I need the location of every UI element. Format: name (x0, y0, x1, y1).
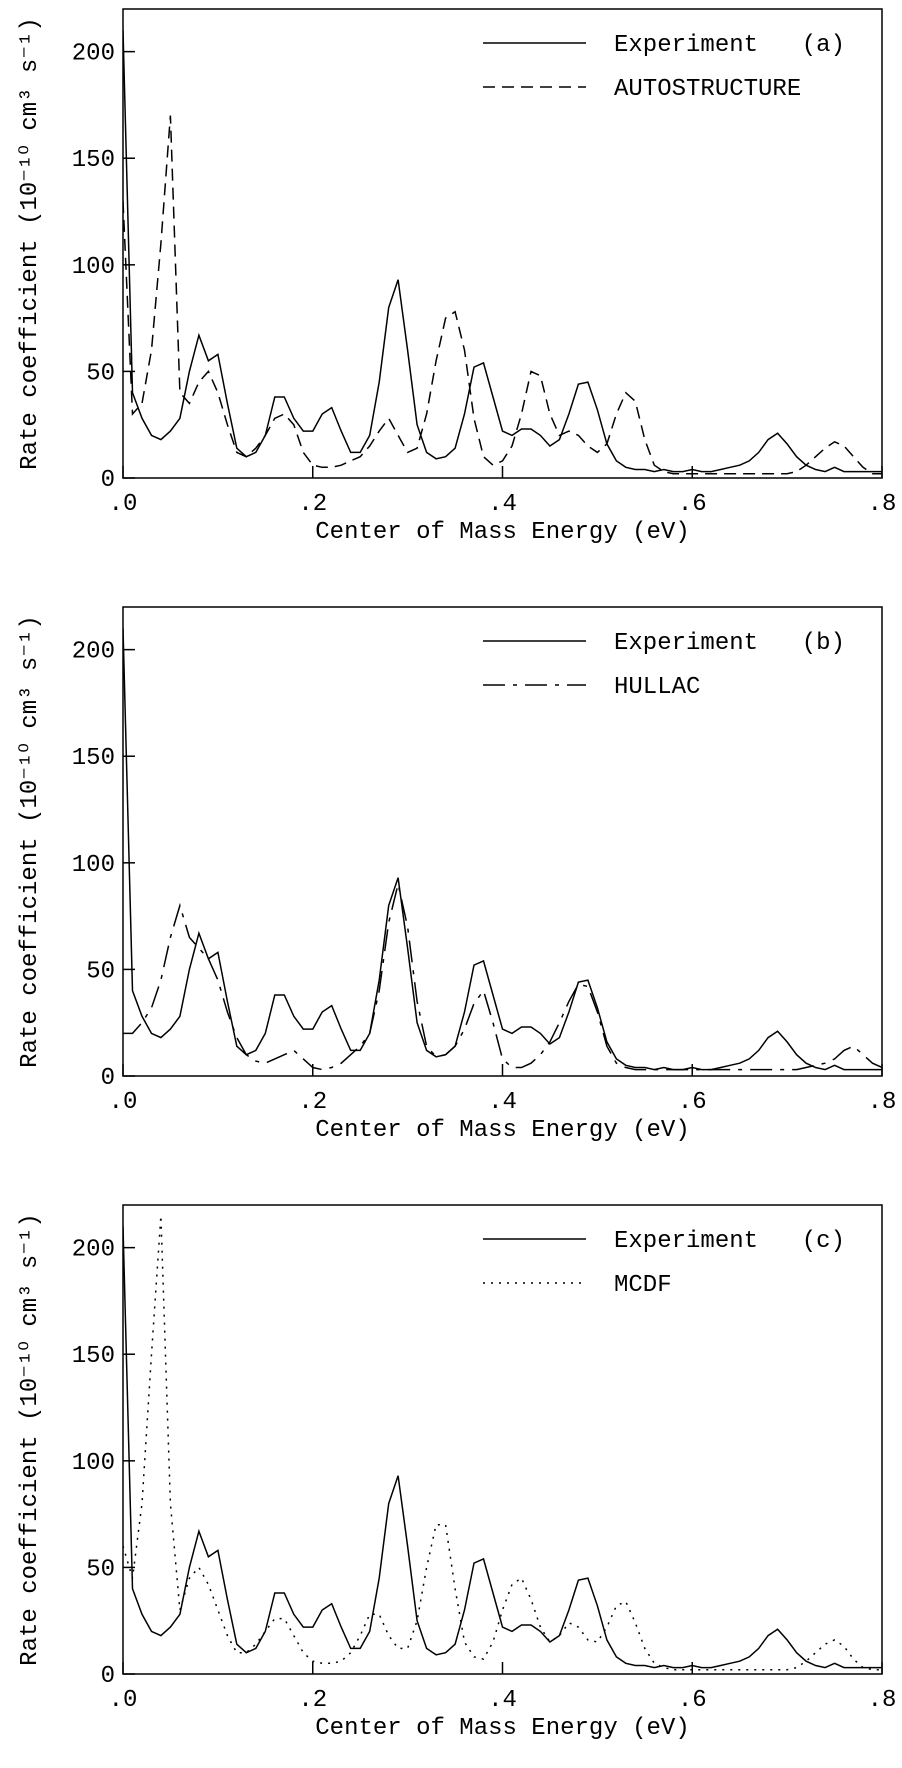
x-tick-label: .2 (298, 491, 327, 518)
y-tick-label: 0 (101, 1065, 115, 1092)
y-tick-label: 100 (72, 852, 115, 879)
series-line (123, 883, 882, 1071)
legend-label: HULLAC (614, 674, 700, 701)
legend-label: MCDF (614, 1272, 672, 1299)
plot-frame (122, 1204, 883, 1675)
y-tick-label: 150 (72, 1343, 115, 1370)
legend-label: Experiment (614, 1228, 758, 1255)
y-axis-label: Rate coefficient (10⁻¹⁰ cm³ s⁻¹) (17, 1213, 44, 1666)
x-tick-label: .0 (109, 1687, 138, 1714)
x-tick-label: .6 (678, 1089, 707, 1116)
series-line (123, 30, 882, 473)
panel-label: (c) (802, 1228, 845, 1255)
y-tick-label: 150 (72, 745, 115, 772)
series-line (123, 115, 882, 475)
legend-label: AUTOSTRUCTURE (614, 76, 801, 103)
x-tick-label: .4 (488, 1089, 517, 1116)
x-tick-label: .6 (678, 491, 707, 518)
y-tick-label: 50 (86, 958, 115, 985)
x-tick-label: .4 (488, 1687, 517, 1714)
y-tick-label: 200 (72, 639, 115, 666)
y-tick-label: 200 (72, 1237, 115, 1264)
y-tick-label: 50 (86, 1556, 115, 1583)
x-tick-label: .2 (298, 1089, 327, 1116)
y-tick-label: 0 (101, 1663, 115, 1690)
x-tick-label: .8 (868, 1687, 897, 1714)
legend-label: Experiment (614, 630, 758, 657)
x-axis-label: Center of Mass Energy (eV) (315, 1715, 689, 1742)
x-tick-label: .4 (488, 491, 517, 518)
x-tick-label: .8 (868, 491, 897, 518)
y-tick-label: 200 (72, 41, 115, 68)
panel-label: (b) (802, 630, 845, 657)
legend-label: Experiment (614, 32, 758, 59)
x-tick-label: .0 (109, 1089, 138, 1116)
y-axis-label: Rate coefficient (10⁻¹⁰ cm³ s⁻¹) (17, 17, 44, 470)
series-line (123, 628, 882, 1071)
y-tick-label: 100 (72, 254, 115, 281)
series-line (123, 1226, 882, 1669)
x-axis-label: Center of Mass Energy (eV) (315, 1117, 689, 1144)
plot-frame (122, 606, 883, 1077)
y-tick-label: 150 (72, 147, 115, 174)
series-line (123, 1215, 882, 1671)
x-tick-label: .6 (678, 1687, 707, 1714)
x-tick-label: .2 (298, 1687, 327, 1714)
x-axis-label: Center of Mass Energy (eV) (315, 519, 689, 546)
y-tick-label: 0 (101, 467, 115, 494)
y-tick-label: 100 (72, 1450, 115, 1477)
panel-label: (a) (802, 32, 845, 59)
y-axis-label: Rate coefficient (10⁻¹⁰ cm³ s⁻¹) (17, 615, 44, 1068)
x-tick-label: .0 (109, 491, 138, 518)
y-tick-label: 50 (86, 360, 115, 387)
x-tick-label: .8 (868, 1089, 897, 1116)
